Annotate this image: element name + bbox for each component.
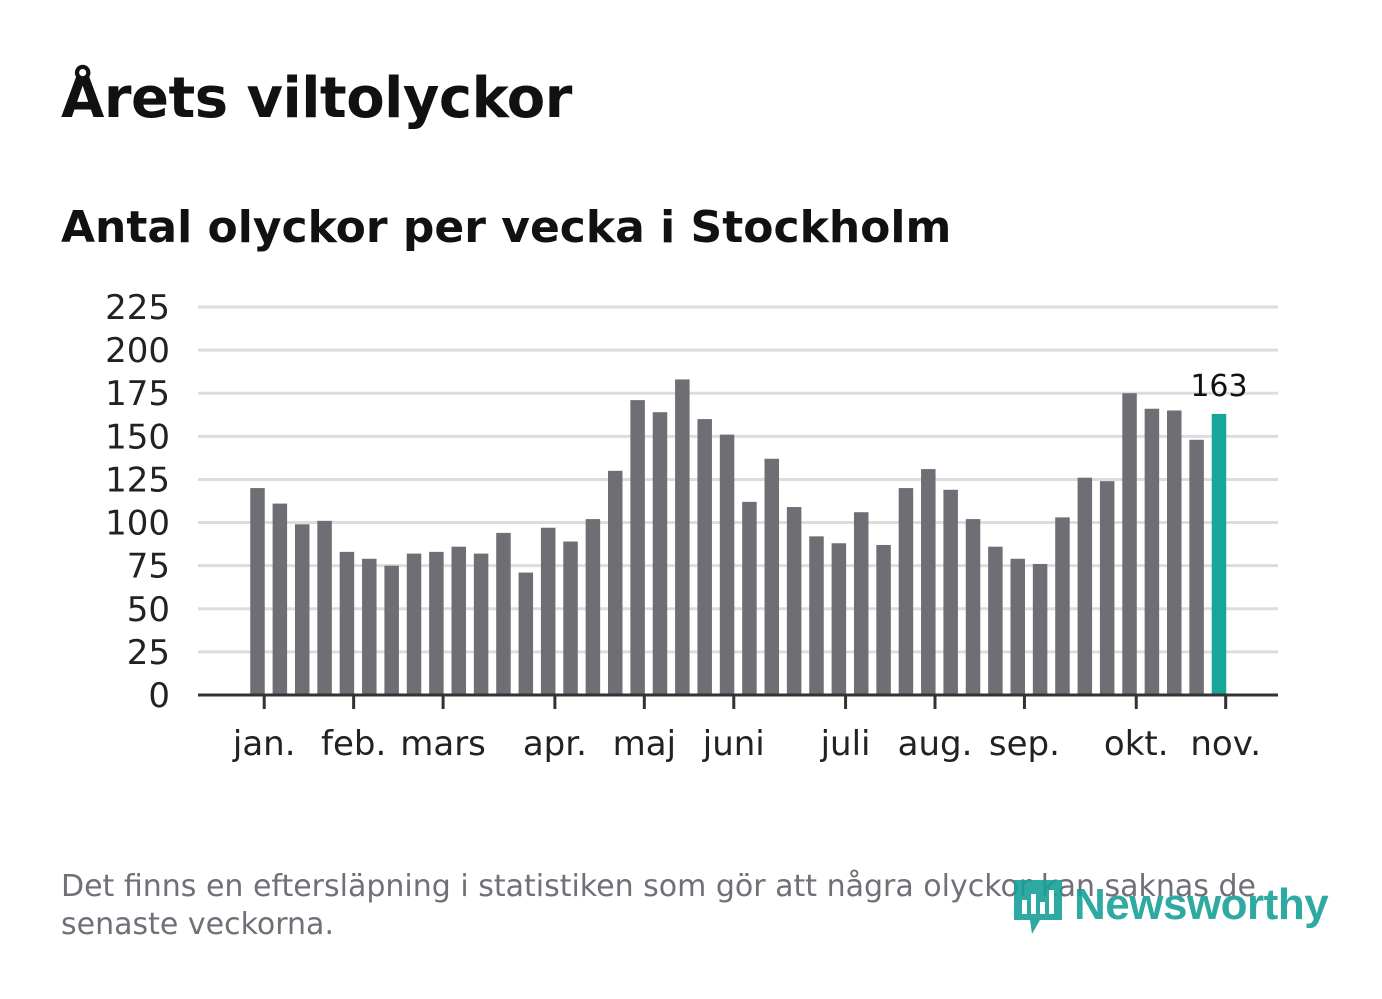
x-tick-label: jan. (232, 724, 296, 764)
bar (250, 488, 265, 695)
bar (853, 512, 869, 695)
bar (809, 536, 824, 695)
x-tick-label: mars (400, 724, 486, 764)
bar (943, 489, 958, 695)
x-tick-label: okt. (1104, 724, 1169, 764)
bar (921, 469, 936, 695)
bar (563, 541, 578, 695)
chart-subtitle: Antal olyckor per vecka i Stockholm (61, 202, 952, 253)
bar (608, 470, 623, 695)
bars (250, 379, 1227, 695)
bar (965, 519, 981, 695)
bar-highlighted (1211, 413, 1227, 695)
bar (496, 532, 511, 695)
bar (473, 553, 489, 695)
newsworthy-logo-text: Newsworthy (1074, 880, 1329, 929)
bar (1167, 410, 1182, 695)
bar (764, 458, 780, 695)
bar (339, 551, 355, 695)
highlight-value-label: 163 (1190, 369, 1247, 404)
bar (697, 419, 712, 695)
gridlines (198, 305, 1278, 654)
y-tick-label: 225 (105, 288, 170, 328)
x-axis-ticks: jan. feb. mars apr. maj juni juli aug. sep. okt. n… (232, 695, 1261, 764)
bar (630, 400, 645, 695)
y-tick-label: 125 (105, 460, 170, 500)
bar (652, 412, 668, 695)
bar (362, 558, 377, 695)
x-tick-label: nov. (1190, 724, 1261, 764)
bar (1099, 481, 1115, 695)
newsworthy-logo: Newsworthy (1010, 872, 1329, 938)
bar (898, 488, 914, 695)
bar (429, 551, 444, 695)
data-labels: 163 (1190, 369, 1247, 404)
bar (1144, 408, 1160, 695)
bar (272, 503, 288, 695)
y-tick-label: 200 (105, 331, 170, 371)
bar (406, 553, 422, 695)
y-tick-label: 25 (127, 633, 170, 673)
bar (1122, 393, 1137, 695)
bar (742, 501, 757, 695)
x-tick-label: juni (702, 724, 765, 764)
y-tick-label: 75 (127, 547, 170, 587)
bar (1010, 558, 1025, 695)
bar (719, 434, 735, 695)
bar (876, 544, 891, 695)
bar (540, 527, 556, 695)
bar (294, 524, 310, 695)
bar (675, 379, 690, 695)
newsworthy-logo-icon (1014, 880, 1062, 934)
bar (384, 565, 399, 695)
y-tick-label: 100 (105, 504, 170, 544)
bar (1055, 517, 1070, 695)
x-tick-label: maj (613, 724, 676, 764)
bar (1189, 439, 1204, 695)
bar (831, 543, 847, 695)
y-tick-label: 175 (105, 374, 170, 414)
bar (451, 546, 466, 695)
x-tick-label: aug. (898, 724, 973, 764)
y-tick-label: 150 (105, 417, 170, 457)
chart-title: Årets viltolyckor (61, 66, 572, 131)
bar (317, 520, 332, 695)
x-tick-label: juli (820, 724, 871, 764)
bar (1077, 477, 1093, 695)
bar (518, 572, 534, 695)
y-tick-label: 50 (127, 590, 170, 630)
x-tick-label: apr. (523, 724, 587, 764)
x-tick-label: feb. (321, 724, 386, 764)
y-tick-label: 0 (148, 676, 170, 716)
bar (786, 507, 802, 695)
bar (988, 546, 1003, 695)
bar (585, 519, 601, 695)
x-tick-label: sep. (989, 724, 1060, 764)
bar (1032, 563, 1048, 695)
